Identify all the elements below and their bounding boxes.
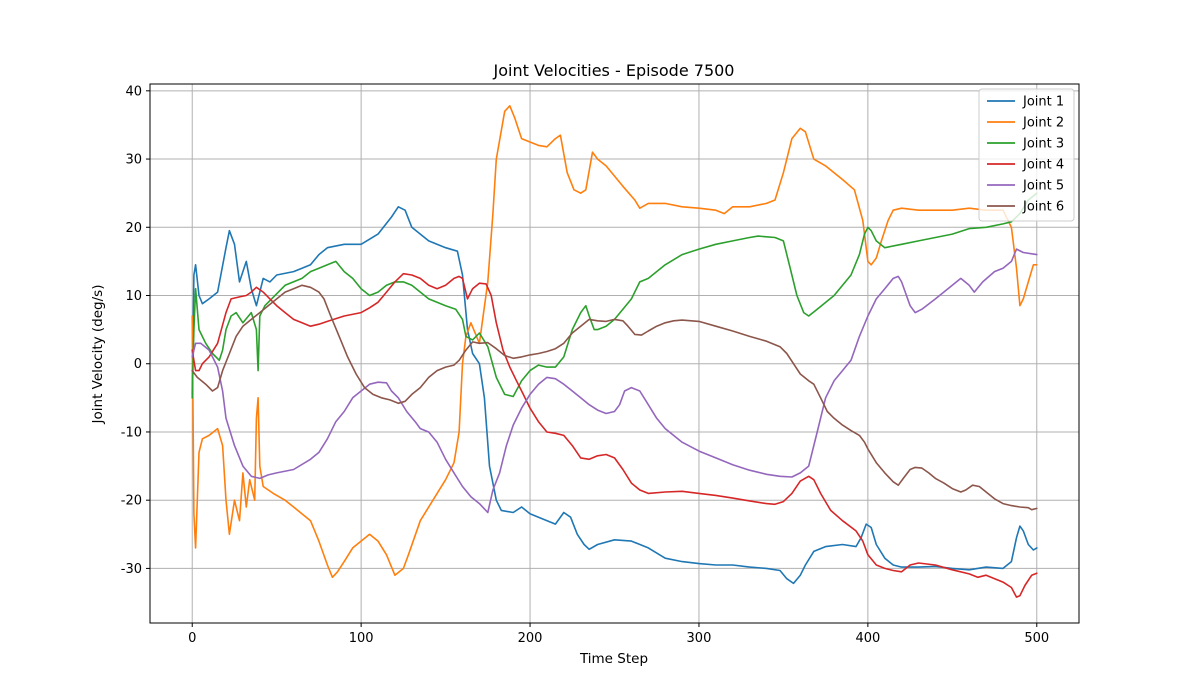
y-tick-label: -10 [121, 425, 142, 440]
series-line-joint-5 [191, 248, 1038, 514]
x-tick-label: 100 [349, 631, 374, 646]
series-line-joint-6 [191, 284, 1038, 511]
y-tick-label: 40 [125, 84, 142, 99]
y-tick-label: -30 [121, 562, 142, 577]
x-tick-label: 0 [188, 631, 196, 646]
y-tick-label: 10 [125, 289, 142, 304]
legend-label: Joint 2 [1022, 116, 1064, 131]
legend-label: Joint 4 [1022, 158, 1064, 173]
y-tick-label: -20 [121, 494, 142, 509]
chart-title: Joint Velocities - Episode 7500 [493, 61, 735, 80]
series-line-joint-1 [191, 206, 1038, 585]
y-tick-label: 30 [125, 153, 142, 168]
x-tick-label: 400 [855, 631, 880, 646]
legend-label: Joint 5 [1022, 179, 1064, 194]
series-line-joint-2 [191, 105, 1038, 579]
series-line-joint-3 [191, 192, 1038, 399]
grid [150, 84, 1079, 623]
y-axis-label: Joint Velocity (deg/s) [90, 285, 106, 425]
axis-ticks: 0 100 200 300 400 500 -30 -20 -10 0 10 20 30 40 [121, 84, 1049, 646]
y-tick-label: 20 [125, 221, 142, 236]
legend: Joint 1 Joint 2 Joint 3 Joint 4 Joint 5 Joint… [978, 88, 1075, 222]
x-axis-label: Time Step [579, 651, 648, 667]
x-tick-label: 200 [518, 631, 543, 646]
legend-label: Joint 6 [1022, 200, 1064, 215]
x-tick-label: 500 [1024, 631, 1049, 646]
y-tick-label: 0 [134, 357, 142, 372]
series-line-joint-4 [191, 272, 1038, 598]
plot-frame [149, 83, 1080, 624]
legend-label: Joint 3 [1022, 137, 1064, 152]
legend-label: Joint 1 [1022, 95, 1064, 110]
plot-series [191, 105, 1038, 598]
x-tick-label: 300 [687, 631, 712, 646]
